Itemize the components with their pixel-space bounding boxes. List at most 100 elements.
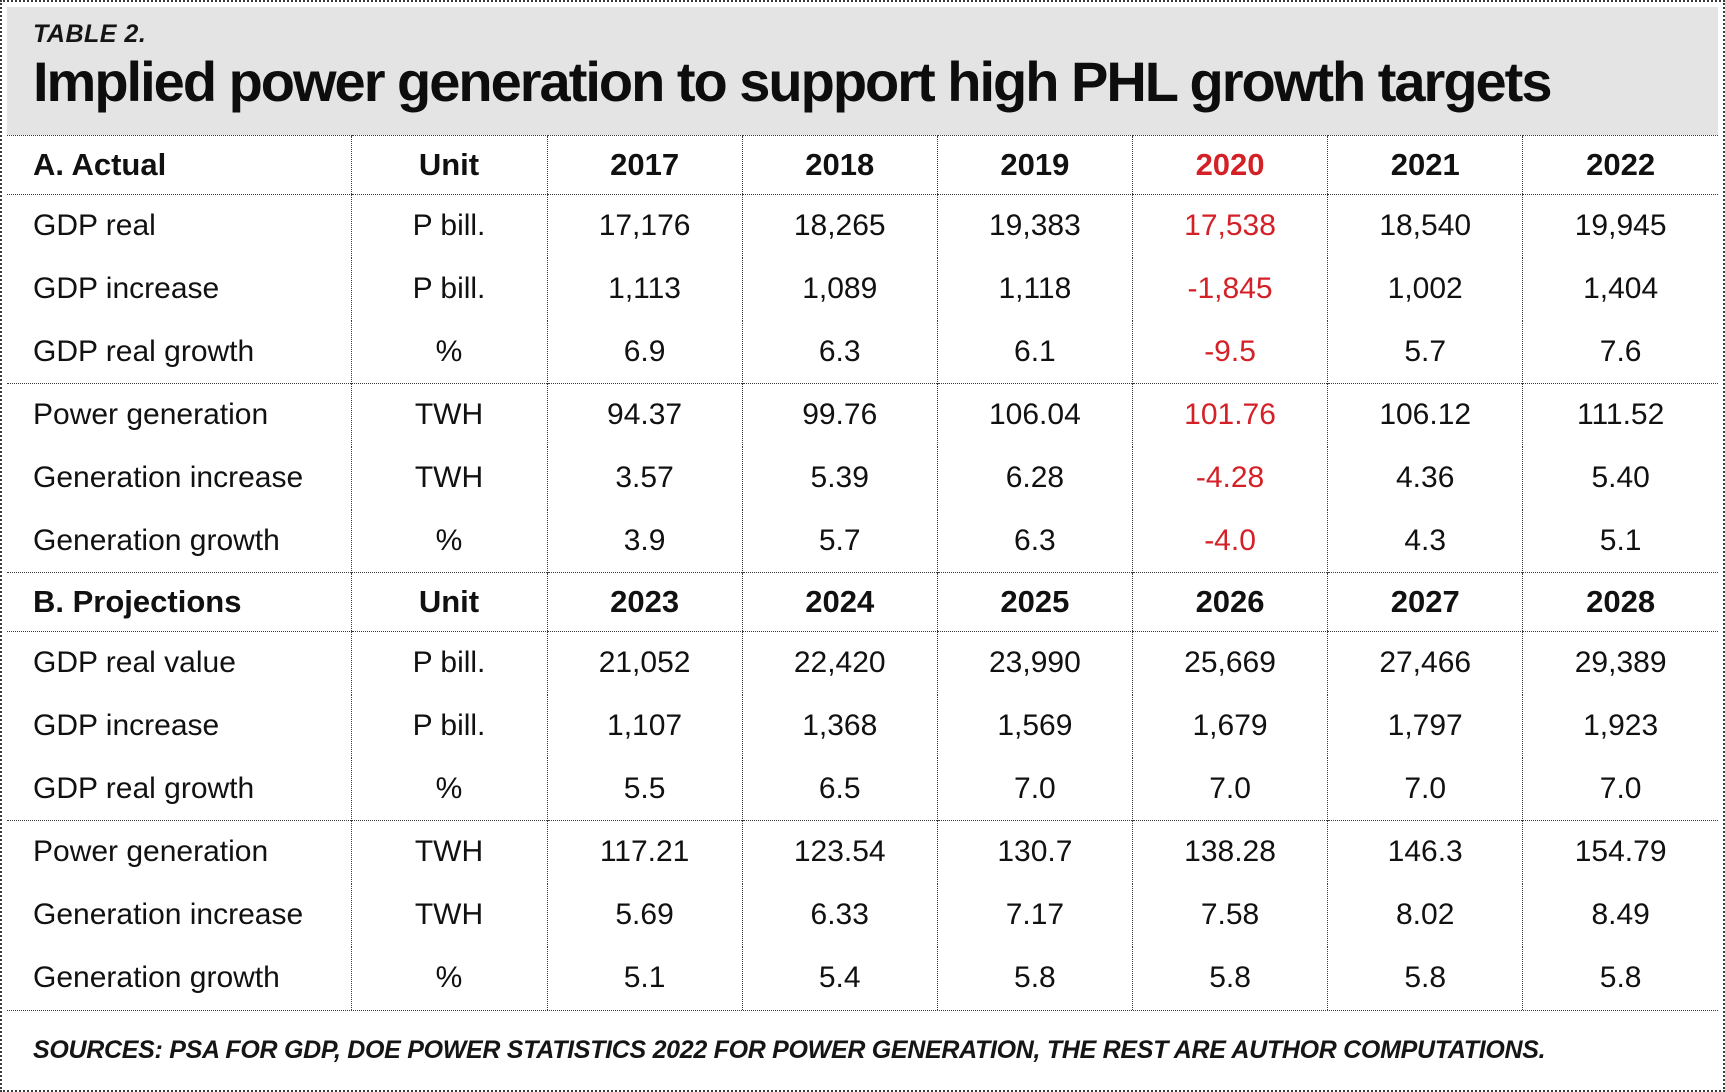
year-header-cell: 2022: [1522, 135, 1718, 195]
value-cell: 5.1: [546, 946, 743, 1010]
value-cell: 5.4: [741, 946, 938, 1010]
value-cell: 106.12: [1327, 383, 1523, 447]
value-cell: 8.49: [1522, 883, 1718, 947]
value-cell: 5.8: [1522, 946, 1718, 1010]
value-cell: 123.54: [741, 820, 938, 884]
value-cell: 1,404: [1522, 257, 1718, 321]
value-cell: 7.58: [1131, 883, 1328, 947]
value-cell: 5.7: [1327, 320, 1523, 384]
section-header-row: A. Actual Unit 2017 2018 2019 2020 2021 2022: [7, 135, 1718, 195]
value-cell: 5.8: [1327, 946, 1523, 1010]
value-cell: 8.02: [1327, 883, 1523, 947]
unit-cell: P bill.: [350, 257, 547, 321]
value-cell: 27,466: [1327, 631, 1523, 695]
year-header-cell: 2023: [546, 572, 743, 632]
value-cell: 130.7: [936, 820, 1133, 884]
unit-cell: %: [350, 757, 547, 821]
table-row: GDP real P bill. 17,176 18,265 19,383 17,538 1…: [7, 194, 1718, 258]
unit-header-cell: Unit: [350, 572, 547, 632]
value-cell: 18,540: [1327, 194, 1523, 258]
value-cell: 18,265: [741, 194, 938, 258]
year-header-cell: 2018: [741, 135, 938, 195]
section-title-cell: B. Projections: [7, 572, 351, 632]
table-row: GDP real growth% 5.5 6.5 7.0 7.0 7.0 7.0: [7, 757, 1718, 821]
value-cell: 117.21: [546, 820, 743, 884]
unit-cell: %: [350, 946, 547, 1010]
value-cell: 5.8: [936, 946, 1133, 1010]
table-row: GDP real growth% 6.9 6.3 6.1 -9.5 5.7 7.6: [7, 320, 1718, 384]
table-row: Generation increase TWH 5.69 6.33 7.17 7.58 8.…: [7, 883, 1718, 947]
value-cell: -1,845: [1131, 257, 1328, 321]
value-cell: 5.40: [1522, 446, 1718, 510]
year-header-cell: 2017: [546, 135, 743, 195]
value-cell: 1,113: [546, 257, 743, 321]
value-cell: 99.76: [741, 383, 938, 447]
value-cell: 5.39: [741, 446, 938, 510]
table-row: GDP real value P bill. 21,052 22,420 23,990 2…: [7, 631, 1718, 695]
table-row: GDP increase P bill. 1,107 1,368 1,569 1,679 1…: [7, 694, 1718, 758]
row-label-cell: GDP real growth: [33, 771, 255, 805]
unit-cell: TWH: [350, 883, 547, 947]
value-cell: 1,569: [936, 694, 1133, 758]
unit-cell: %: [350, 320, 547, 384]
value-cell: -4.0: [1131, 509, 1328, 573]
value-cell: 7.17: [936, 883, 1133, 947]
page-title: Implied power generation to support high…: [33, 50, 1552, 113]
table-row: Power generation TWH 117.21 123.54 130.7 138.…: [7, 820, 1718, 884]
table-row: Power generation TWH 94.37 99.76 106.04 101.7…: [7, 383, 1718, 447]
value-cell: 5.7: [741, 509, 938, 573]
table-body: A. Actual Unit 2017 2018 2019 2020 2021 2022 GDP…: [7, 135, 1718, 1010]
unit-cell: P bill.: [350, 694, 547, 758]
value-cell: 1,002: [1327, 257, 1523, 321]
value-cell: 1,118: [936, 257, 1133, 321]
value-cell: 5.1: [1522, 509, 1718, 573]
value-cell: 3.9: [546, 509, 743, 573]
value-cell: 23,990: [936, 631, 1133, 695]
row-label-cell: GDP increase: [33, 272, 220, 305]
header-band: TABLE 2. Implied power generation to sup…: [7, 7, 1718, 135]
year-header-cell: 2026: [1131, 572, 1328, 632]
value-cell: 94.37: [546, 383, 743, 447]
value-cell: 25,669: [1131, 631, 1328, 695]
value-cell: 17,538: [1131, 194, 1328, 258]
value-cell: 7.0: [1522, 757, 1718, 821]
row-label-cell: GDP real value: [7, 631, 351, 695]
value-cell: 6.9: [546, 320, 743, 384]
value-cell: 106.04: [936, 383, 1133, 447]
value-cell: 1,679: [1131, 694, 1328, 758]
row-label-cell: GDP real: [7, 194, 351, 258]
value-cell: 4.3: [1327, 509, 1523, 573]
year-header-cell: 2027: [1327, 572, 1523, 632]
value-cell: 1,923: [1522, 694, 1718, 758]
unit-cell: TWH: [350, 446, 547, 510]
value-cell: -4.28: [1131, 446, 1328, 510]
row-label-cell: GDP real growth: [33, 334, 255, 368]
table-number-label: TABLE 2.: [33, 20, 147, 48]
value-cell: 6.33: [741, 883, 938, 947]
value-cell: 29,389: [1522, 631, 1718, 695]
value-cell: 22,420: [741, 631, 938, 695]
value-cell: 5.5: [546, 757, 743, 821]
value-cell: 5.8: [1131, 946, 1328, 1010]
table-row: GDP increase P bill. 1,113 1,089 1,118 -1,845…: [7, 257, 1718, 321]
row-label-cell: Generation growth: [33, 961, 280, 994]
year-header-cell: 2021: [1327, 135, 1523, 195]
source-note: SOURCES: PSA FOR GDP, DOE POWER STATISTI…: [7, 1009, 1718, 1091]
value-cell: 111.52: [1522, 383, 1718, 447]
unit-cell: P bill.: [350, 194, 547, 258]
unit-cell: TWH: [350, 820, 547, 884]
value-cell: 154.79: [1522, 820, 1718, 884]
value-cell: -9.5: [1131, 320, 1328, 384]
table-row: Generation growth% 5.1 5.4 5.8 5.8 5.8 5.8: [7, 946, 1718, 1010]
value-cell: 21,052: [546, 631, 743, 695]
value-cell: 6.3: [741, 320, 938, 384]
value-cell: 19,945: [1522, 194, 1718, 258]
value-cell: 3.57: [546, 446, 743, 510]
unit-cell: TWH: [350, 383, 547, 447]
section-title-cell: A. Actual: [7, 135, 351, 195]
value-cell: 1,107: [546, 694, 743, 758]
value-cell: 4.36: [1327, 446, 1523, 510]
row-label-cell: GDP increase: [33, 709, 220, 742]
value-cell: 19,383: [936, 194, 1133, 258]
